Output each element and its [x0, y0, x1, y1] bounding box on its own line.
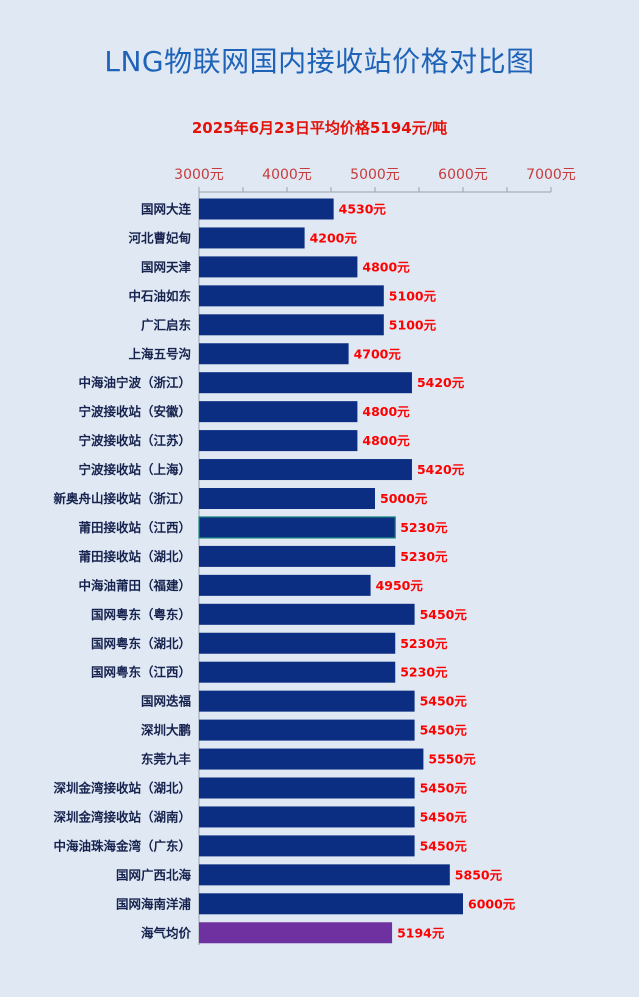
bar: [199, 227, 305, 249]
bar: [199, 285, 384, 307]
category-label: 宁波接收站（上海）: [78, 462, 191, 477]
category-label: 广汇启东: [141, 317, 192, 332]
value-label: 4700元: [354, 346, 402, 361]
category-label: 中海油宁波（浙江）: [78, 375, 191, 390]
category-label: 中海油莆田（福建）: [78, 578, 191, 593]
x-tick-label: 4000元: [262, 167, 312, 183]
x-tick-label: 5000元: [350, 167, 400, 183]
value-label: 4530元: [339, 202, 387, 217]
bar: [199, 401, 358, 423]
value-label: 5450元: [420, 607, 468, 622]
bar: [199, 748, 424, 770]
bar: [199, 922, 393, 944]
category-label: 国网迭福: [141, 694, 192, 709]
bar: [199, 430, 358, 452]
value-label: 5450元: [420, 781, 468, 796]
value-label: 5450元: [420, 838, 468, 853]
bar: [199, 719, 415, 741]
value-label: 4800元: [362, 404, 410, 419]
category-label: 河北曹妃甸: [128, 230, 191, 245]
bar: [199, 545, 396, 567]
bar: [199, 459, 412, 481]
bar: [199, 314, 384, 336]
value-label: 5100元: [389, 317, 437, 332]
category-label: 国网广西北海: [116, 867, 192, 882]
category-label: 上海五号沟: [128, 346, 191, 361]
value-label: 5230元: [400, 665, 448, 680]
value-label: 5450元: [420, 694, 468, 709]
category-label: 海气均价: [141, 925, 192, 940]
value-label: 5230元: [400, 549, 448, 564]
bar: [199, 777, 415, 799]
category-label: 东莞九丰: [141, 752, 192, 767]
category-label: 宁波接收站（江苏）: [78, 433, 191, 448]
bar: [199, 372, 412, 394]
category-label: 宁波接收站（安徽）: [78, 404, 191, 419]
category-label: 国网粤东（江西）: [91, 665, 191, 680]
value-label: 5100元: [389, 288, 437, 303]
bar: [199, 632, 396, 654]
x-axis: 3000元 4000元 5000元 6000元 7000元: [174, 167, 576, 945]
category-label: 莆田接收站（江西）: [78, 520, 191, 535]
bar: [199, 893, 463, 915]
value-label: 4800元: [362, 433, 410, 448]
category-label: 国网粤东（湖北）: [91, 636, 191, 651]
category-label: 深圳金湾接收站（湖北）: [53, 781, 191, 796]
value-label: 5450元: [420, 723, 468, 738]
category-label: 国网海南洋浦: [116, 896, 192, 911]
category-label: 国网粤东（粤东）: [91, 607, 191, 622]
category-label: 深圳金湾接收站（湖南）: [53, 809, 191, 824]
value-label: 4950元: [376, 578, 424, 593]
category-label: 深圳大鹏: [141, 723, 191, 738]
category-label: 中海油珠海金湾（广东）: [53, 838, 191, 853]
category-label: 新奥舟山接收站（浙江）: [53, 491, 191, 506]
bar: [199, 603, 415, 625]
x-tick-label: 7000元: [526, 167, 576, 183]
value-label: 5230元: [400, 520, 448, 535]
value-label: 5420元: [417, 462, 465, 477]
chart-subtitle: 2025年6月23日平均价格5194元/吨: [191, 119, 448, 137]
value-label: 6000元: [468, 896, 516, 911]
x-tick-label: 6000元: [438, 167, 488, 183]
bar: [199, 343, 349, 365]
bar: [199, 256, 358, 278]
bar: [199, 690, 415, 712]
bar: [199, 835, 415, 857]
value-label: 5420元: [417, 375, 465, 390]
bar: [199, 661, 396, 683]
bar: [199, 488, 375, 509]
bar: [199, 574, 371, 596]
value-label: 5230元: [400, 636, 448, 651]
bar: [199, 864, 450, 886]
value-label: 5450元: [420, 809, 468, 824]
value-label: 4800元: [362, 259, 410, 274]
value-label: 5000元: [380, 491, 428, 506]
bar: [198, 516, 396, 539]
x-tick-label: 3000元: [174, 167, 224, 183]
value-label: 5850元: [455, 867, 503, 882]
value-label: 5550元: [428, 752, 476, 767]
bar: [199, 806, 415, 828]
value-label: 5194元: [397, 925, 445, 940]
category-label: 国网大连: [141, 202, 192, 217]
category-label: 国网天津: [141, 259, 192, 274]
value-label: 4200元: [310, 230, 358, 245]
chart-title: LNG物联网国内接收站价格对比图: [104, 45, 535, 78]
category-label: 中石油如东: [128, 288, 191, 303]
category-label: 莆田接收站（湖北）: [78, 549, 191, 564]
bar: [199, 198, 334, 220]
